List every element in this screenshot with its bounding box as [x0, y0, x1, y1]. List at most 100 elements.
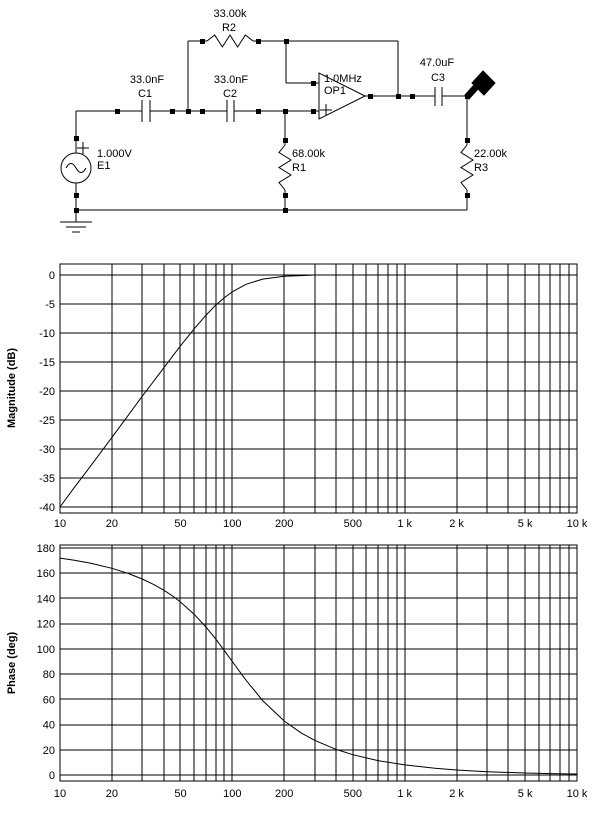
x-tick-label: 2 k: [449, 788, 464, 800]
x-tick-label: 5 k: [518, 788, 533, 800]
OP1-value: 1.0MHz: [324, 73, 362, 85]
y-tick-label: 40: [43, 720, 55, 732]
magnitude-axis-title: Magnitude (dB): [6, 348, 18, 428]
y-tick-label: 20: [43, 745, 55, 757]
junction-dot: [283, 193, 288, 198]
OP1-name: OP1: [324, 85, 346, 97]
junction-dot: [311, 81, 316, 86]
junction-dot: [115, 109, 120, 114]
component-C2[interactable]: 33.0nF C2: [214, 74, 249, 122]
phase-curve: [59, 557, 578, 775]
y-tick-label: -35: [39, 473, 55, 485]
component-C1[interactable]: 33.0nF C1: [130, 74, 165, 122]
C1-value: 33.0nF: [130, 74, 165, 86]
C2-name: C2: [223, 88, 237, 100]
x-tick-label: 500: [344, 518, 362, 530]
y-tick-label: -15: [39, 357, 55, 369]
grid: [60, 264, 578, 513]
x-tick-label: 10 k: [567, 788, 588, 800]
junction-dot: [170, 109, 175, 114]
component-R3[interactable]: 22.00k R3: [460, 144, 508, 191]
C3-name: C3: [431, 72, 445, 84]
junction-dot: [74, 193, 79, 198]
y-tick-label: 60: [43, 694, 55, 706]
junction-dot: [74, 208, 79, 213]
junction-dot: [396, 94, 401, 99]
E1-name: E1: [97, 160, 110, 172]
y-tick-label: -20: [39, 386, 55, 398]
x-tick-label: 1 k: [397, 518, 412, 530]
x-tick-label: 10 k: [567, 518, 588, 530]
component-R2[interactable]: 33.00k R2: [206, 8, 254, 48]
y-tick-label: 0: [49, 770, 55, 782]
junction-dot: [283, 109, 288, 114]
junction-dot: [200, 39, 205, 44]
C3-value: 47.0uF: [420, 57, 455, 69]
R1-zigzag: [278, 144, 292, 191]
y-tick-label: 80: [43, 669, 55, 681]
x-tick-label: 50: [174, 518, 186, 530]
x-tick-label: 20: [106, 518, 118, 530]
x-tick-label: 2 k: [449, 518, 464, 530]
junction-dots: [74, 39, 470, 213]
plot-frame: [59, 544, 578, 782]
junction-dot: [200, 109, 205, 114]
junction-dot: [284, 39, 289, 44]
R2-zigzag: [206, 34, 254, 48]
y-tick-label: 0: [49, 270, 55, 282]
junction-dot: [283, 138, 288, 143]
y-tick-label: -40: [39, 502, 55, 514]
C1-name: C1: [138, 88, 152, 100]
x-tick-label: 100: [223, 788, 241, 800]
x-tick-label: 200: [275, 518, 293, 530]
y-tick-label: -25: [39, 415, 55, 427]
R3-name: R3: [474, 162, 488, 174]
grid: [60, 545, 578, 781]
C2-value: 33.0nF: [214, 74, 249, 86]
phase-axis-title: Phase (deg): [6, 631, 18, 694]
y-tick-label: 180: [37, 543, 55, 555]
junction-dot: [368, 94, 373, 99]
x-tick-label: 500: [344, 788, 362, 800]
y-tick-label: -10: [39, 328, 55, 340]
R1-value: 68.00k: [292, 148, 326, 160]
y-tick-label: -30: [39, 444, 55, 456]
junction-dot: [311, 109, 316, 114]
y-tick-label: 160: [37, 568, 55, 580]
junction-dot: [410, 94, 415, 99]
junction-dot: [465, 138, 470, 143]
x-tick-label: 1 k: [397, 788, 412, 800]
x-tick-label: 10: [54, 518, 66, 530]
junction-dot: [256, 109, 261, 114]
ground-symbol-icon: [60, 221, 92, 233]
x-tick-label: 5 k: [518, 518, 533, 530]
y-tick-label: -5: [45, 299, 55, 311]
junction-dot: [186, 109, 191, 114]
plot-frame: [59, 263, 578, 514]
junction-dot: [465, 193, 470, 198]
E1-value: 1.000V: [97, 148, 133, 160]
y-tick-label: 140: [37, 593, 55, 605]
x-tick-label: 100: [223, 518, 241, 530]
opamp-triangle-icon: [318, 72, 367, 120]
component-C3[interactable]: 47.0uF C3: [420, 57, 455, 106]
junction-dot: [74, 136, 79, 141]
x-tick-label: 200: [275, 788, 293, 800]
junction-dot: [465, 94, 470, 99]
component-R1[interactable]: 68.00k R1: [278, 144, 326, 191]
R3-zigzag: [460, 144, 474, 191]
x-tick-label: 50: [174, 788, 186, 800]
junction-dot: [256, 39, 261, 44]
x-tick-label: 20: [106, 788, 118, 800]
probe-head-icon: [471, 70, 496, 96]
R1-name: R1: [292, 162, 306, 174]
magnitude-plot: 10 20 50 100 200 500 1 k 2 k 5 k 10 k 0 -5 -10 -15 -20…: [39, 263, 588, 530]
R2-value: 33.00k: [213, 8, 247, 20]
R2-name: R2: [222, 22, 236, 34]
x-tick-label: 10: [54, 788, 66, 800]
